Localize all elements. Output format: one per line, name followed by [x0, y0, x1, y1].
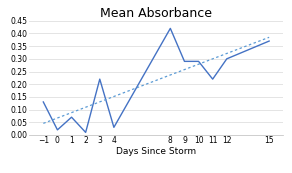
Title: Mean Absorbance: Mean Absorbance: [100, 7, 212, 20]
X-axis label: Days Since Storm: Days Since Storm: [116, 147, 196, 156]
